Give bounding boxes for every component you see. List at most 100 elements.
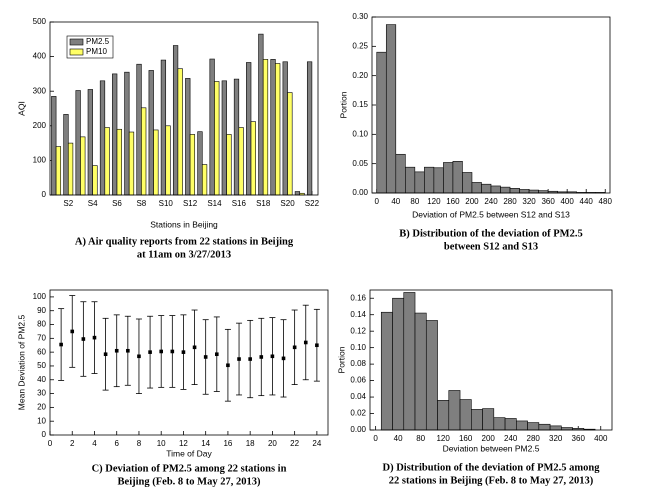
bar — [160, 59, 167, 196]
x-tick-label: 240 — [484, 197, 498, 206]
bar — [250, 121, 256, 196]
y-axis-label: AQI — [16, 101, 26, 116]
x-tick-label: 80 — [416, 434, 425, 443]
y-tick-label: 0.16 — [350, 293, 366, 302]
legend-label: PM10 — [86, 47, 107, 56]
histogram-bar — [437, 400, 450, 431]
point — [148, 350, 152, 354]
x-axis-label: Time of Day — [166, 448, 212, 458]
histogram-bar — [376, 51, 387, 194]
y-tick-label: 0.04 — [350, 392, 366, 401]
y-tick-label: 0.15 — [352, 100, 368, 109]
y-tick-label: 200 — [33, 121, 47, 130]
bar — [209, 58, 215, 196]
plot-frame — [369, 289, 613, 431]
y-axis-label: Mean Deviation of PM2.5 — [16, 315, 26, 411]
y-tick-label: 0.00 — [352, 188, 368, 197]
bar — [136, 63, 142, 196]
point — [303, 340, 308, 345]
y-tick-label: 0.20 — [352, 71, 368, 80]
bar — [246, 62, 252, 196]
bar — [177, 68, 183, 196]
histogram-bar — [516, 420, 528, 431]
x-tick-label: 4 — [92, 439, 97, 448]
bar — [92, 165, 98, 196]
bar — [172, 45, 179, 196]
bar — [185, 78, 191, 196]
histogram-bar — [414, 312, 427, 431]
x-tick-label: 360 — [541, 197, 555, 206]
x-tick-label: S22 — [305, 199, 320, 208]
legend-swatch — [69, 38, 84, 46]
histogram-bar — [481, 183, 492, 194]
y-tick-label: 0.05 — [352, 159, 368, 168]
point — [137, 354, 141, 359]
y-tick-label: 500 — [33, 17, 47, 26]
bar — [165, 125, 171, 196]
bar — [124, 71, 130, 196]
histogram-bar — [424, 166, 435, 194]
x-tick-label: 200 — [482, 434, 496, 443]
y-axis-label: Portion — [338, 91, 348, 118]
y-tick-label: 0.08 — [350, 359, 366, 368]
bar — [153, 129, 159, 196]
x-tick-label: 160 — [459, 434, 473, 443]
point — [92, 335, 97, 340]
bar — [80, 136, 86, 196]
caption: at 11am on 3/27/2013 — [137, 249, 231, 260]
point — [159, 349, 163, 354]
y-tick-label: 100 — [33, 292, 47, 301]
histogram-bar — [490, 185, 501, 194]
histogram-bar — [519, 189, 530, 194]
point — [126, 348, 130, 353]
y-tick-label: 0.25 — [352, 41, 368, 50]
point — [81, 337, 86, 341]
y-tick-label: 40 — [37, 375, 46, 384]
x-tick-label: S10 — [159, 199, 174, 208]
x-tick-label: 480 — [599, 197, 613, 206]
histogram-bar — [385, 24, 397, 194]
histogram-bar — [405, 166, 416, 194]
x-tick-label: S2 — [63, 199, 73, 208]
y-tick-label: 60 — [37, 347, 46, 356]
bar — [116, 128, 122, 196]
x-tick-label: 18 — [246, 439, 255, 448]
histogram-bar — [414, 171, 425, 194]
caption: A) Air quality reports from 22 stations … — [75, 236, 294, 247]
caption: B) Distribution of the deviation of PM2.… — [399, 228, 582, 239]
x-tick-label: 200 — [465, 197, 479, 206]
point — [226, 363, 230, 368]
y-tick-label: 0 — [42, 430, 47, 439]
bar — [67, 142, 74, 196]
x-tick-label: 22 — [290, 439, 299, 448]
x-axis-label: Deviation of PM2.5 between S12 and S13 — [412, 209, 570, 219]
x-axis-label: Deviation between PM2.5 — [443, 443, 540, 453]
legend-swatch — [69, 48, 84, 56]
y-tick-label: 30 — [37, 389, 46, 398]
caption: Beijing (Feb. 8 to May 27, 2013) — [118, 476, 261, 487]
y-tick-label: 0.00 — [350, 425, 366, 434]
histogram-bar — [538, 423, 551, 431]
histogram-bar — [433, 167, 444, 194]
histogram-bar — [403, 292, 416, 431]
histogram-bar — [452, 161, 463, 194]
bar — [262, 59, 269, 196]
y-axis-label: Portion — [336, 346, 346, 373]
x-tick-label: 400 — [594, 434, 608, 443]
y-tick-label: 0.30 — [352, 12, 368, 21]
y-tick-label: 400 — [33, 52, 47, 61]
x-tick-label: 0 — [48, 439, 53, 448]
bar — [189, 134, 196, 196]
x-tick-label: 120 — [427, 197, 441, 206]
x-tick-label: 2 — [70, 439, 75, 448]
bar — [128, 131, 135, 196]
caption: D) Distribution of the deviation of PM2.… — [383, 462, 601, 473]
histogram-bar — [549, 425, 562, 431]
histogram-bar — [471, 409, 483, 431]
x-tick-label: S14 — [207, 199, 222, 208]
bar — [148, 70, 154, 196]
y-tick-label: 100 — [33, 156, 47, 165]
point — [70, 329, 75, 334]
histogram-bar — [392, 297, 405, 431]
